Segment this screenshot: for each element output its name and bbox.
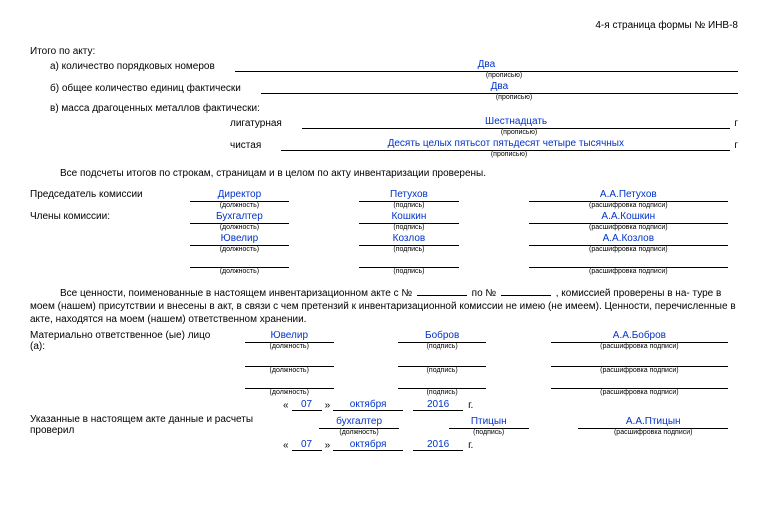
line-b-value: Два <box>261 81 738 94</box>
responsible-position <box>245 376 334 389</box>
check-text: Все подсчеты итогов по строкам, страница… <box>30 168 738 179</box>
line-c2-label: чистая <box>230 140 261 151</box>
chairman-position: Директор <box>190 189 290 202</box>
member-position <box>190 255 290 268</box>
date1-month: октября <box>333 399 403 411</box>
line-c-label: в) масса драгоценных металлов фактически… <box>50 103 260 114</box>
responsible-signature: Бобров <box>398 330 487 343</box>
member-name: А.А.Кошкин <box>529 211 728 224</box>
line-a-value: Два <box>235 59 738 72</box>
date1-day: 07 <box>292 399 322 411</box>
date2-day: 07 <box>292 439 322 451</box>
responsible-position: Ювелир <box>245 330 334 343</box>
members-label: Члены комиссии: <box>30 211 180 231</box>
line-c2-value: Десять целых пятьсот пятьдесят четыре ты… <box>281 138 730 151</box>
chairman-label: Председатель комиссии <box>30 189 180 209</box>
line-b-caption: (прописью) <box>290 94 738 101</box>
blank-from <box>417 295 467 296</box>
line-c2-unit: г <box>730 140 738 151</box>
line-a-label: а) количество порядковых номеров <box>50 61 215 72</box>
line-a-caption: (прописью) <box>270 72 738 79</box>
page-header: 4-я страница формы № ИНВ-8 <box>30 20 738 31</box>
member-position: Ювелир <box>190 233 290 246</box>
member-name <box>529 255 728 268</box>
member-position: Бухгалтер <box>190 211 290 224</box>
chairman-name: А.А.Петухов <box>529 189 728 202</box>
line-c1-caption: (прописью) <box>310 129 728 136</box>
verifier-name: А.А.Птицын <box>578 416 728 429</box>
line-b-label: б) общее количество единиц фактически <box>50 83 241 94</box>
date-row-1: « 07 » октября 2016 г. <box>30 399 738 411</box>
member-name: А.А.Козлов <box>529 233 728 246</box>
member-signature <box>359 255 459 268</box>
line-c1-unit: г <box>730 118 738 129</box>
verifier-signature: Птицын <box>449 416 529 429</box>
line-c2-caption: (прописью) <box>290 151 728 158</box>
member-signature: Кошкин <box>359 211 459 224</box>
date2-month: октября <box>333 439 403 451</box>
responsible-position <box>245 354 334 367</box>
chairman-signature: Петухов <box>359 189 459 202</box>
responsible-name <box>551 376 728 389</box>
verify-label: Указанные в настоящем акте данные и расч… <box>30 414 309 436</box>
date-row-2: « 07 » октября 2016 г. <box>30 439 738 451</box>
member-signature: Козлов <box>359 233 459 246</box>
line-c1-value: Шестнадцать <box>302 116 731 129</box>
responsible-signature <box>398 354 487 367</box>
line-c1-label: лигатурная <box>230 118 282 129</box>
total-label: Итого по акту: <box>30 46 738 57</box>
responsible-signature <box>398 376 487 389</box>
date2-year: 2016 <box>413 439 463 451</box>
responsible-name <box>551 354 728 367</box>
responsible-label: Материально ответственное (ые) лицо (а): <box>30 330 235 352</box>
paragraph: Все ценности, поименованные в настоящем … <box>30 287 738 326</box>
date1-year: 2016 <box>413 399 463 411</box>
verifier-position: бухгалтер <box>319 416 399 429</box>
blank-to <box>501 295 551 296</box>
responsible-name: А.А.Бобров <box>551 330 728 343</box>
